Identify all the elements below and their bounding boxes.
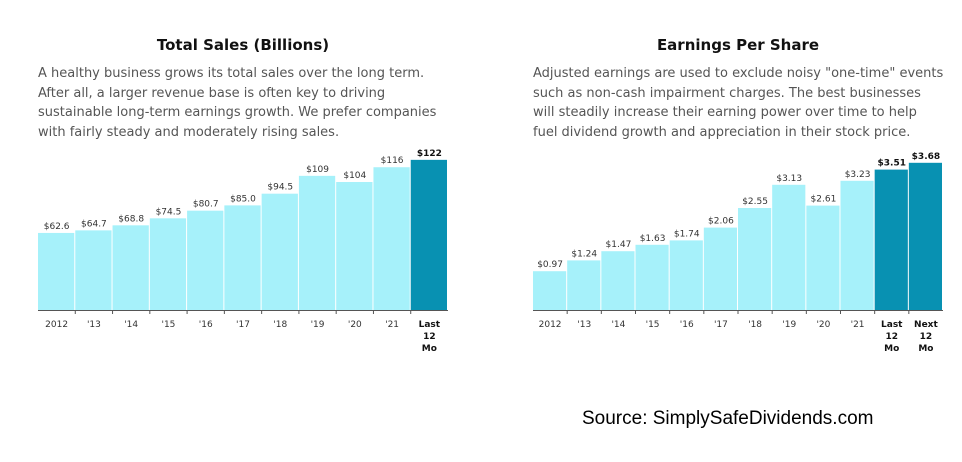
eps-value-label: $2.55 bbox=[742, 197, 768, 207]
eps-bar bbox=[703, 227, 737, 310]
sales-value-label: $116 bbox=[381, 156, 404, 166]
eps-category-label: 2012 bbox=[539, 320, 562, 330]
eps-description: Adjusted earnings are used to exclude no… bbox=[533, 66, 944, 140]
sales-bar bbox=[298, 175, 336, 310]
sales-bar bbox=[336, 182, 373, 310]
eps-bar bbox=[669, 240, 703, 310]
sales-value-label: $62.6 bbox=[44, 222, 70, 232]
eps-value-label: $3.23 bbox=[845, 170, 871, 180]
sales-category-label: '14 bbox=[124, 320, 138, 330]
eps-category-label: '16 bbox=[680, 320, 694, 330]
eps-value-label: $1.63 bbox=[640, 234, 666, 244]
eps-value-label: $3.68 bbox=[912, 152, 940, 162]
eps-bar bbox=[738, 208, 772, 310]
sales-value-label: $109 bbox=[306, 165, 329, 175]
eps-value-label: $1.74 bbox=[674, 229, 700, 239]
sales-category-label: '21 bbox=[385, 320, 399, 330]
sales-bar bbox=[112, 225, 149, 310]
sales-category-label: '13 bbox=[87, 320, 101, 330]
eps-value-label: $2.61 bbox=[811, 195, 837, 205]
eps-category-label: '18 bbox=[748, 320, 762, 330]
sales-value-label: $94.5 bbox=[267, 183, 293, 193]
eps-value-label: $1.24 bbox=[571, 249, 597, 259]
eps-title: Earnings Per Share bbox=[656, 36, 820, 54]
sales-category-label: '18 bbox=[273, 320, 287, 330]
sales-bar bbox=[410, 159, 447, 310]
sales-category-label: '17 bbox=[236, 320, 250, 330]
sales-value-label: $122 bbox=[417, 149, 442, 159]
sales-bar bbox=[261, 193, 298, 310]
eps-bar bbox=[567, 260, 601, 310]
sales-value-label: $104 bbox=[343, 171, 366, 181]
sales-bar bbox=[149, 218, 187, 310]
sales-category-label: 2012 bbox=[45, 320, 68, 330]
sales-value-label: $74.5 bbox=[156, 207, 182, 217]
eps-bar bbox=[533, 271, 567, 310]
sales-bar bbox=[373, 167, 410, 310]
sales-value-label: $80.7 bbox=[193, 200, 219, 210]
source-credit: Source: SimplySafeDividends.com bbox=[582, 408, 874, 429]
eps-bar bbox=[908, 162, 942, 310]
sales-category-label: Last 12 Mo bbox=[419, 320, 441, 354]
eps-bar bbox=[635, 244, 669, 310]
eps-value-label: $1.47 bbox=[606, 240, 632, 250]
sales-bar bbox=[38, 232, 75, 310]
eps-category-label: '20 bbox=[816, 320, 830, 330]
eps-category-label: Next 12 Mo bbox=[914, 320, 938, 354]
sales-value-label: $68.8 bbox=[118, 214, 144, 224]
eps-bar bbox=[840, 180, 874, 310]
sales-bar bbox=[187, 210, 224, 310]
eps-category-label: '13 bbox=[577, 320, 591, 330]
eps-category-label: '21 bbox=[851, 320, 865, 330]
sales-bar bbox=[75, 230, 112, 310]
sales-value-label: $85.0 bbox=[230, 194, 256, 204]
sales-category-label: '20 bbox=[348, 320, 362, 330]
eps-value-label: $3.13 bbox=[776, 174, 802, 184]
sales-category-label: '15 bbox=[161, 320, 175, 330]
eps-value-label: $3.51 bbox=[878, 159, 906, 169]
eps-bar bbox=[806, 205, 840, 310]
eps-bar bbox=[772, 184, 806, 310]
sales-bar bbox=[224, 205, 261, 310]
sales-category-label: '16 bbox=[199, 320, 213, 330]
total-sales-description: A healthy business grows its total sales… bbox=[38, 66, 437, 140]
eps-category-label: '19 bbox=[782, 320, 796, 330]
eps-category-label: '14 bbox=[611, 320, 625, 330]
sales-value-label: $64.7 bbox=[81, 219, 107, 229]
total-sales-title: Total Sales (Billions) bbox=[156, 36, 330, 54]
eps-category-label: Last 12 Mo bbox=[881, 320, 903, 354]
eps-category-label: '15 bbox=[646, 320, 660, 330]
eps-value-label: $2.06 bbox=[708, 217, 734, 227]
eps-bar bbox=[874, 169, 908, 310]
eps-bar bbox=[601, 251, 635, 310]
eps-value-label: $0.97 bbox=[537, 260, 563, 270]
sales-category-label: '19 bbox=[311, 320, 325, 330]
eps-category-label: '17 bbox=[714, 320, 728, 330]
